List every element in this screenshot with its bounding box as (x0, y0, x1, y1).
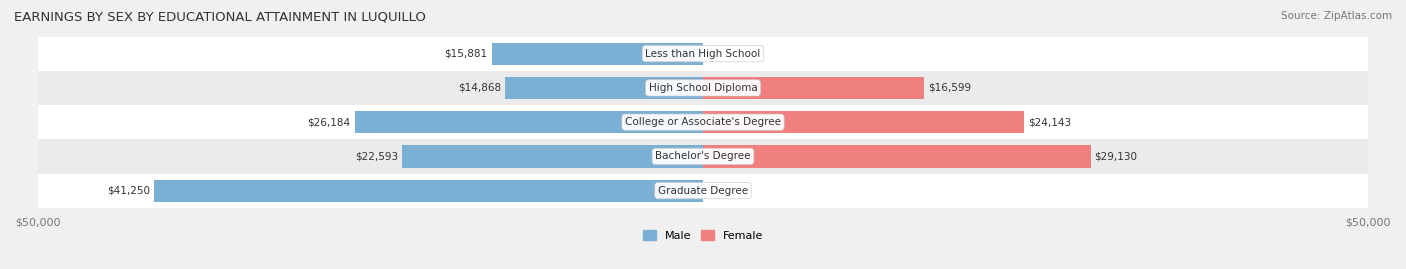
Bar (703, 145, 1091, 168)
Text: Less than High School: Less than High School (645, 49, 761, 59)
Text: $22,593: $22,593 (356, 151, 398, 161)
Text: $0: $0 (707, 186, 720, 196)
Bar (38, 139, 1368, 174)
Text: $26,184: $26,184 (308, 117, 350, 127)
Text: EARNINGS BY SEX BY EDUCATIONAL ATTAINMENT IN LUQUILLO: EARNINGS BY SEX BY EDUCATIONAL ATTAINMEN… (14, 11, 426, 24)
Text: $29,130: $29,130 (1094, 151, 1137, 161)
Text: $41,250: $41,250 (51, 186, 98, 196)
Text: $0: $0 (707, 49, 720, 59)
Bar (703, 111, 1024, 133)
Text: $16,599: $16,599 (928, 83, 972, 93)
Bar (38, 37, 1368, 71)
Bar (492, 43, 703, 65)
Text: Bachelor's Degree: Bachelor's Degree (655, 151, 751, 161)
Text: $14,868: $14,868 (458, 83, 501, 93)
Text: $24,143: $24,143 (1028, 117, 1071, 127)
Bar (38, 105, 1368, 139)
Bar (505, 77, 703, 99)
Legend: Male, Female: Male, Female (638, 225, 768, 245)
Text: College or Associate's Degree: College or Associate's Degree (626, 117, 780, 127)
Text: $15,881: $15,881 (444, 49, 488, 59)
Bar (155, 179, 703, 202)
Text: High School Diploma: High School Diploma (648, 83, 758, 93)
Bar (38, 71, 1368, 105)
Text: Graduate Degree: Graduate Degree (658, 186, 748, 196)
Bar (354, 111, 703, 133)
Bar (38, 174, 1368, 208)
Bar (402, 145, 703, 168)
Bar (703, 77, 924, 99)
Text: $41,250: $41,250 (107, 186, 150, 196)
Text: Source: ZipAtlas.com: Source: ZipAtlas.com (1281, 11, 1392, 21)
